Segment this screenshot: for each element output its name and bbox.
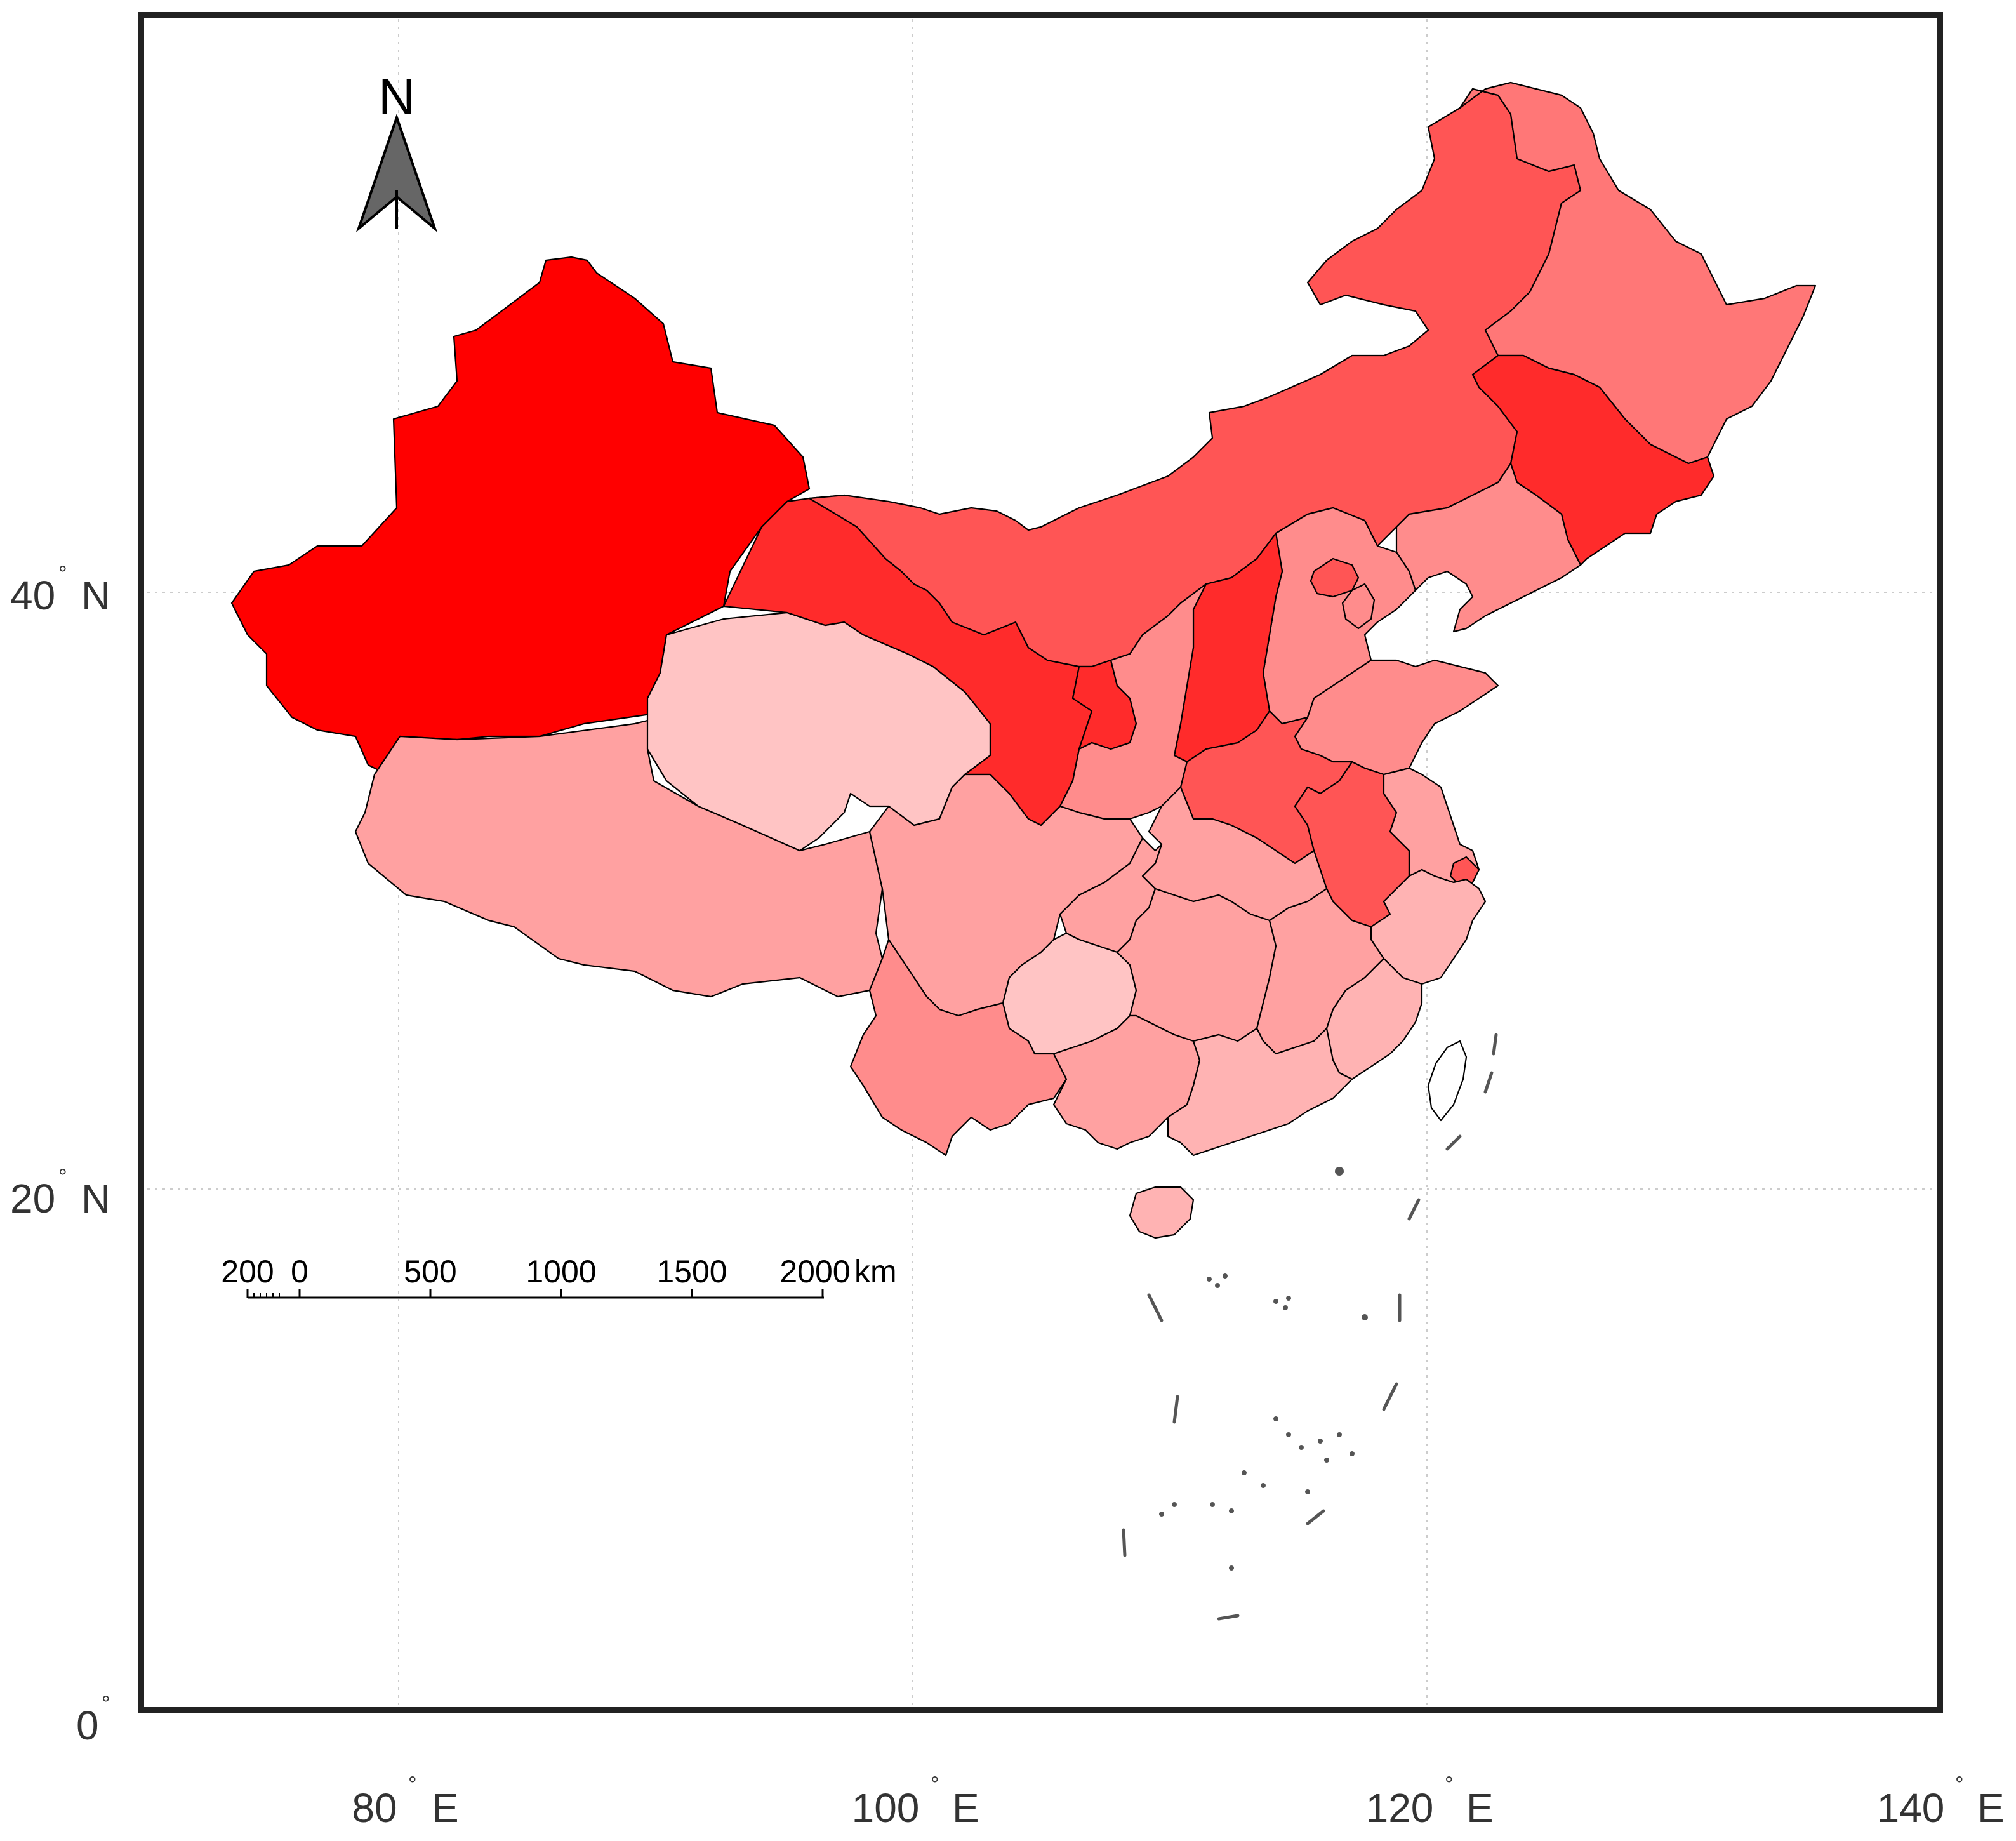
region-yunnan[interactable] xyxy=(849,938,1068,1157)
island-dot xyxy=(1299,1445,1304,1450)
region-shaanxi[interactable] xyxy=(1059,583,1207,820)
island-dot xyxy=(1362,1314,1368,1320)
y-tick-suffix: N xyxy=(81,1176,110,1221)
y-tick-suffix: N xyxy=(81,573,110,618)
x-tick-label: 80 ° E xyxy=(352,1772,458,1831)
island-dot xyxy=(1318,1439,1323,1444)
region-liaoning[interactable] xyxy=(1395,462,1582,633)
x-tick-degree: ° xyxy=(408,1772,417,1797)
x-tick-suffix: E xyxy=(1977,1785,2005,1831)
scale-bar-label: 1500 xyxy=(656,1254,727,1289)
provinces xyxy=(230,81,1817,1239)
map-frame xyxy=(138,12,1943,1713)
region-taiwan[interactable] xyxy=(1427,1040,1468,1122)
island-dot xyxy=(1229,1565,1234,1571)
island-dot xyxy=(1261,1483,1266,1488)
scale-bar: 200 0 500 1000 1500 2000 km xyxy=(221,1254,897,1299)
x-tick-degree: ° xyxy=(1955,1772,1964,1797)
island-dot xyxy=(1273,1299,1278,1304)
island-dot xyxy=(1286,1432,1291,1437)
island-dot xyxy=(1350,1451,1355,1456)
y-tick-label: 20 ° N xyxy=(10,1165,110,1221)
y-axis-labels: 40 ° N 20 ° N 0 ° xyxy=(10,562,110,1748)
island-dot xyxy=(1159,1512,1164,1517)
scale-bar-label: 200 xyxy=(221,1254,274,1289)
scale-bar-unit: km xyxy=(854,1254,897,1289)
y-tick-degree: ° xyxy=(58,1165,67,1189)
y-tick-label: 40 ° N xyxy=(10,562,110,618)
scale-bar-label: 2000 xyxy=(779,1254,850,1289)
island-dot xyxy=(1286,1296,1291,1301)
x-tick-degree: ° xyxy=(1445,1772,1454,1797)
island-dot xyxy=(1283,1305,1288,1310)
x-tick-num: 120 xyxy=(1366,1785,1434,1831)
x-tick-num: 140 xyxy=(1877,1785,1945,1831)
x-tick-label: 120 ° E xyxy=(1366,1772,1494,1831)
island-dot xyxy=(1335,1167,1344,1176)
island-dot xyxy=(1223,1273,1228,1279)
island-dot xyxy=(1229,1508,1234,1513)
island-dot xyxy=(1215,1283,1220,1288)
south-china-sea-islands xyxy=(1122,1033,1498,1621)
island-dot xyxy=(1324,1458,1329,1463)
x-tick-degree: ° xyxy=(931,1772,939,1797)
scale-bar-label: 500 xyxy=(404,1254,456,1289)
x-tick-num: 80 xyxy=(352,1785,397,1831)
island-dot xyxy=(1337,1432,1342,1437)
island-dot xyxy=(1273,1416,1278,1421)
north-arrow: N xyxy=(355,69,438,233)
y-tick-num: 0 xyxy=(76,1703,99,1748)
x-tick-label: 140 ° E xyxy=(1877,1772,2005,1831)
region-tibet[interactable] xyxy=(354,716,884,998)
island-dot xyxy=(1172,1502,1177,1507)
nine-dash-line xyxy=(1122,1033,1498,1621)
region-guangdong[interactable] xyxy=(1167,1027,1353,1157)
x-axis-labels: 80 ° E 100 ° E 120 ° E 140 ° E xyxy=(352,1772,2004,1831)
x-tick-num: 100 xyxy=(852,1785,920,1831)
y-tick-num: 40 xyxy=(10,573,55,618)
island-dot xyxy=(1207,1277,1212,1282)
x-tick-suffix: E xyxy=(952,1785,979,1831)
region-hainan[interactable] xyxy=(1129,1186,1195,1239)
island-dot xyxy=(1242,1470,1247,1475)
x-tick-label: 100 ° E xyxy=(852,1772,979,1831)
y-tick-num: 20 xyxy=(10,1176,55,1221)
island-dot xyxy=(1210,1502,1215,1507)
y-tick-degree: ° xyxy=(58,562,67,586)
y-tick-degree: ° xyxy=(102,1692,110,1716)
region-tianjin[interactable] xyxy=(1341,583,1376,630)
island-dot xyxy=(1305,1489,1310,1494)
x-tick-suffix: E xyxy=(1466,1785,1494,1831)
y-tick-label: 0 ° xyxy=(76,1692,110,1748)
scale-bar-label: 1000 xyxy=(526,1254,596,1289)
scale-bar-label: 0 xyxy=(291,1254,308,1289)
x-tick-suffix: E xyxy=(432,1785,459,1831)
region-shanghai[interactable] xyxy=(1449,856,1480,887)
